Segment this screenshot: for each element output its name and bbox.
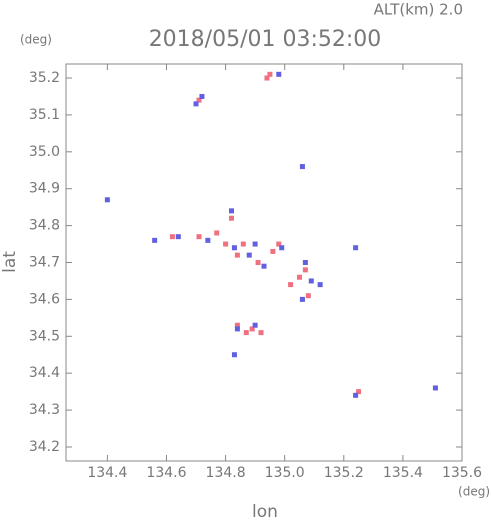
- point: [196, 234, 202, 240]
- point: [261, 263, 267, 269]
- point: [234, 252, 240, 258]
- point: [234, 322, 240, 328]
- y-tick-label: 34.5: [29, 328, 60, 344]
- chart-subtitle: ALT(km) 2.0: [374, 1, 463, 19]
- x-tick-label: 134.6: [146, 465, 186, 481]
- y-axis-label: lat: [0, 251, 20, 273]
- x-unit: (deg): [458, 485, 490, 499]
- point: [249, 326, 255, 332]
- point: [175, 234, 181, 240]
- point: [243, 330, 249, 336]
- y-tick-label: 35.1: [29, 107, 60, 123]
- x-tick-label: 134.8: [206, 465, 246, 481]
- y-tick-label: 34.9: [29, 181, 60, 197]
- point: [196, 97, 202, 103]
- point: [255, 260, 261, 265]
- y-tick-label: 34.6: [29, 291, 60, 307]
- point: [353, 245, 359, 251]
- x-tick-label: 135.6: [442, 465, 482, 481]
- x-tick-label: 134.4: [87, 465, 127, 481]
- x-axis-label: lon: [252, 502, 278, 521]
- point: [205, 237, 211, 243]
- point: [152, 237, 158, 243]
- point: [264, 75, 270, 81]
- point: [276, 241, 282, 247]
- point: [299, 296, 305, 302]
- plot-frame: [65, 63, 463, 462]
- chart-title: 2018/05/01 03:52:00: [149, 27, 382, 52]
- point: [302, 260, 308, 265]
- point: [308, 278, 314, 284]
- y-tick-label: 34.3: [29, 402, 60, 418]
- point: [258, 330, 264, 336]
- point: [234, 326, 240, 332]
- point: [223, 241, 229, 247]
- point: [231, 352, 237, 358]
- x-tick-label: 135.4: [383, 465, 423, 481]
- point: [240, 241, 246, 247]
- point: [246, 252, 252, 258]
- point: [305, 293, 311, 299]
- y-unit: (deg): [20, 33, 52, 47]
- y-tick-label: 34.4: [29, 365, 60, 381]
- point: [214, 230, 220, 236]
- y-tick-label: 34.2: [29, 439, 60, 455]
- point: [169, 234, 175, 240]
- point: [231, 245, 237, 251]
- y-tick-label: 34.7: [29, 255, 60, 271]
- point: [276, 71, 282, 77]
- point: [252, 241, 258, 247]
- point: [199, 93, 205, 99]
- x-tick-label: 135.0: [265, 465, 305, 481]
- y-tick-label: 35.2: [29, 70, 60, 86]
- y-tick-label: 35.0: [29, 144, 60, 160]
- point: [228, 208, 234, 214]
- point: [228, 215, 234, 221]
- x-tick-label: 135.2: [324, 465, 364, 481]
- point: [267, 71, 273, 77]
- point: [356, 389, 362, 395]
- point: [104, 197, 110, 203]
- point: [317, 282, 323, 288]
- y-tick-label: 34.8: [29, 218, 60, 234]
- point: [299, 164, 305, 170]
- point: [353, 392, 359, 398]
- point: [270, 248, 276, 254]
- point: [432, 385, 438, 391]
- point: [252, 322, 258, 328]
- point: [302, 267, 308, 273]
- point: [288, 282, 294, 288]
- point: [193, 101, 199, 107]
- point: [296, 274, 302, 280]
- point: [279, 245, 285, 251]
